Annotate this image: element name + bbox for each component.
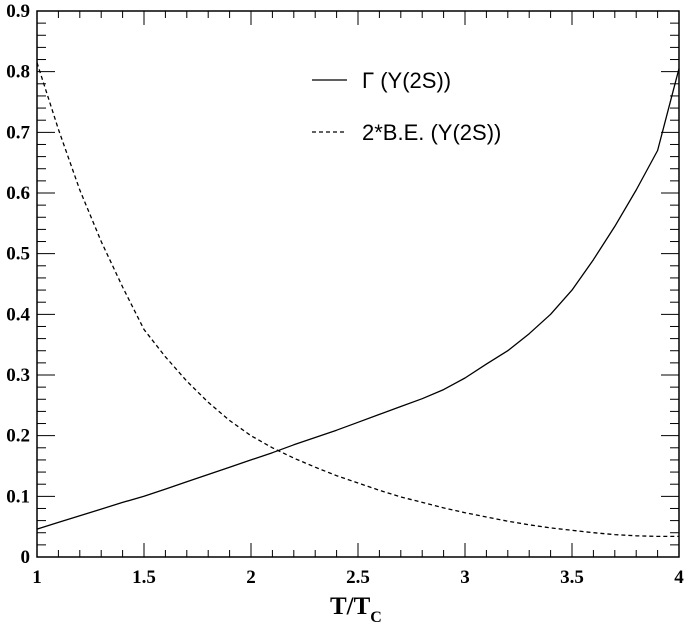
x-tick-label: 4 [674, 567, 684, 588]
x-axis-title: T/TC [330, 593, 382, 626]
legend: Γ (Υ(2S)) 2*B.E. (Υ(2S)) [312, 68, 501, 145]
y-tick-label: 0.9 [6, 1, 30, 22]
x-axis-title-subscript: C [370, 609, 382, 626]
axis-ticks [36, 10, 680, 558]
series-line-width [36, 68, 680, 530]
plot-frame [36, 10, 680, 558]
series-lines [36, 62, 680, 538]
y-tick-labels: 0 0.1 0.2 0.3 0.4 0.5 0.6 0.7 0.8 0.9 [6, 1, 30, 568]
x-tick-label: 3 [460, 567, 470, 588]
y-tick-label: 0.1 [6, 486, 30, 507]
y-tick-label: 0 [21, 547, 31, 568]
x-tick-label: 1 [32, 567, 42, 588]
legend-label-binding-energy: 2*B.E. (Υ(2S)) [362, 120, 501, 145]
series-line-binding-energy [36, 62, 679, 538]
x-tick-label: 3.5 [560, 567, 584, 588]
x-tick-label: 1.5 [132, 567, 156, 588]
x-tick-labels: 1 1.5 2 2.5 3 3.5 4 [32, 567, 684, 588]
y-tick-label: 0.6 [6, 183, 30, 204]
y-tick-label: 0.5 [6, 244, 30, 265]
y-tick-label: 0.3 [6, 365, 30, 386]
x-axis-title-main: T/T [330, 593, 371, 620]
y-tick-label: 0.4 [6, 304, 30, 325]
y-tick-label: 0.2 [6, 426, 30, 447]
y-tick-label: 0.8 [6, 62, 30, 83]
y-tick-label: 0.7 [6, 122, 30, 143]
x-tick-label: 2.5 [346, 567, 370, 588]
legend-label-width: Γ (Υ(2S)) [362, 68, 451, 93]
x-tick-label: 2 [246, 567, 256, 588]
